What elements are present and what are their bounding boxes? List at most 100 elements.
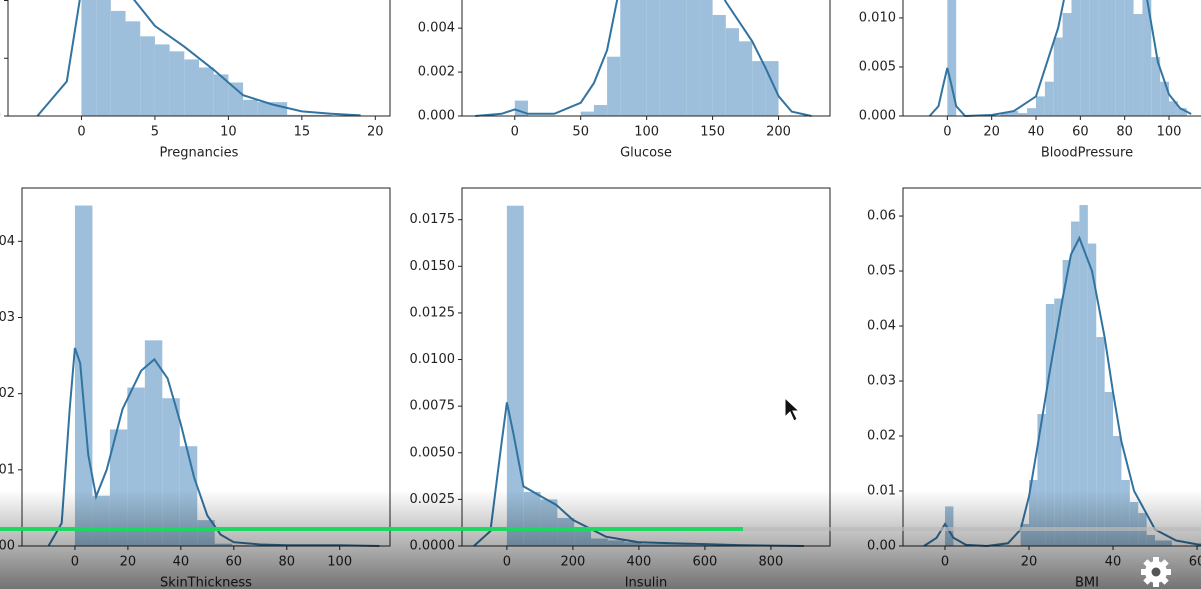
mouse-cursor — [784, 396, 801, 422]
x-tick-label: 200 — [766, 125, 791, 140]
hist-bar — [1054, 298, 1063, 546]
x-tick-label: 20 — [367, 125, 384, 140]
y-tick-label: 0.02 — [867, 429, 896, 444]
x-tick-label: 100 — [634, 125, 659, 140]
hist-bar — [1036, 96, 1045, 116]
x-tick-label: 0 — [511, 125, 519, 140]
hist-bar — [1151, 57, 1161, 116]
y-tick-label: 0.01 — [0, 462, 15, 477]
axes-frame — [461, 0, 831, 117]
y-tick-label: 0.0150 — [410, 259, 456, 274]
hist-bar — [125, 21, 141, 117]
hist-bar — [301, 114, 317, 116]
hist-bar — [1018, 113, 1028, 116]
y-tick-label: 0.05 — [0, 51, 1, 66]
y-tick-label: 0.03 — [867, 374, 896, 389]
gear-hole — [1151, 567, 1161, 577]
y-tick-label: 0.04 — [867, 319, 896, 334]
hist-bar — [1027, 108, 1037, 116]
y-tick-label: 0.04 — [0, 234, 15, 249]
hist-bar — [593, 105, 608, 116]
x-axis-label: Pregnancies — [160, 146, 239, 161]
y-tick-label: 0.10 — [0, 0, 1, 8]
hist-bar — [1089, 0, 1099, 116]
y-tick-label: 0.02 — [0, 386, 15, 401]
y-tick-label: 0.000 — [859, 109, 896, 124]
hist-bar — [725, 28, 739, 116]
y-tick-label: 0.000 — [418, 109, 455, 124]
axes-frame — [902, 0, 1201, 117]
settings-icon[interactable] — [1141, 557, 1171, 587]
x-tick-label: 80 — [1116, 125, 1133, 140]
hist-bar — [752, 61, 766, 116]
y-tick-label: 0.00 — [0, 109, 1, 124]
hist-bar — [1106, 0, 1116, 116]
subplot: 0 50 100 150 200 0.000 0.002 0.004 Glucose — [418, 0, 831, 161]
hist-bar — [110, 10, 126, 117]
hist-bar — [1096, 337, 1105, 546]
hist-bar — [184, 59, 199, 116]
hist-bar — [646, 0, 660, 117]
y-tick-label: 0.03 — [0, 310, 15, 325]
hist-bar — [1169, 101, 1178, 116]
y-tick-label: 0.010 — [859, 10, 896, 25]
hist-bar — [140, 36, 155, 116]
y-tick-label: 0.002 — [418, 65, 455, 80]
hist-bar — [712, 14, 726, 117]
hist-bar — [169, 51, 185, 116]
x-tick-label: 5 — [151, 125, 159, 140]
hist-bar — [659, 0, 674, 116]
x-tick-label: 10 — [220, 125, 237, 140]
hist-bar — [1079, 205, 1088, 547]
controls-shade — [0, 490, 1201, 589]
hist-bar — [199, 67, 214, 116]
hist-bar — [686, 0, 700, 117]
hist-bar — [1053, 37, 1063, 116]
y-tick-label: 0.06 — [867, 209, 896, 224]
x-tick-label: 100 — [1157, 125, 1182, 140]
y-tick-label: 0.004 — [418, 21, 455, 36]
hist-bar — [1000, 113, 1010, 116]
x-tick-label: 0 — [77, 125, 85, 140]
hist-bar — [1009, 111, 1019, 116]
kde-line — [36, 0, 361, 117]
kde-line — [475, 0, 812, 117]
hist-bar — [947, 0, 957, 116]
x-tick-label: 0 — [943, 125, 951, 140]
hist-bar — [1044, 81, 1054, 116]
hist-bar — [1177, 108, 1187, 116]
hist-bar — [243, 99, 258, 116]
hist-bar — [1115, 0, 1125, 116]
hist-bar — [1160, 81, 1170, 116]
hist-bar — [699, 0, 713, 116]
hist-bar — [1142, 0, 1152, 117]
hist-bar — [81, 0, 97, 116]
hist-bar — [673, 0, 687, 116]
hist-bar — [1071, 221, 1080, 546]
hist-bar — [213, 74, 229, 116]
hist-bar — [1087, 243, 1097, 546]
hist-bar — [96, 0, 111, 117]
x-tick-label: 50 — [572, 125, 589, 140]
hist-bar — [154, 44, 170, 116]
progress-played[interactable] — [0, 527, 743, 531]
y-tick-label: 0.0175 — [410, 212, 456, 227]
hist-bar — [1124, 0, 1134, 116]
hist-bar — [1062, 13, 1072, 116]
x-tick-label: 60 — [1072, 125, 1089, 140]
video-controls — [0, 396, 1201, 589]
y-tick-label: 0.0125 — [410, 305, 456, 320]
subplot: 0 5 10 15 20 0.00 0.05 0.10 Pregnancies — [0, 0, 391, 161]
hist-bar — [1080, 0, 1090, 116]
y-tick-label: 0.0100 — [410, 352, 456, 367]
hist-bar — [607, 56, 621, 116]
hist-bar — [1045, 304, 1055, 546]
kde-line — [928, 0, 1192, 118]
hist-bar — [74, 205, 93, 546]
hist-bar — [1071, 0, 1081, 117]
x-tick-label: 150 — [700, 125, 725, 140]
x-tick-label: 15 — [294, 125, 311, 140]
x-tick-label: 20 — [983, 125, 1000, 140]
hist-bar — [620, 0, 634, 117]
